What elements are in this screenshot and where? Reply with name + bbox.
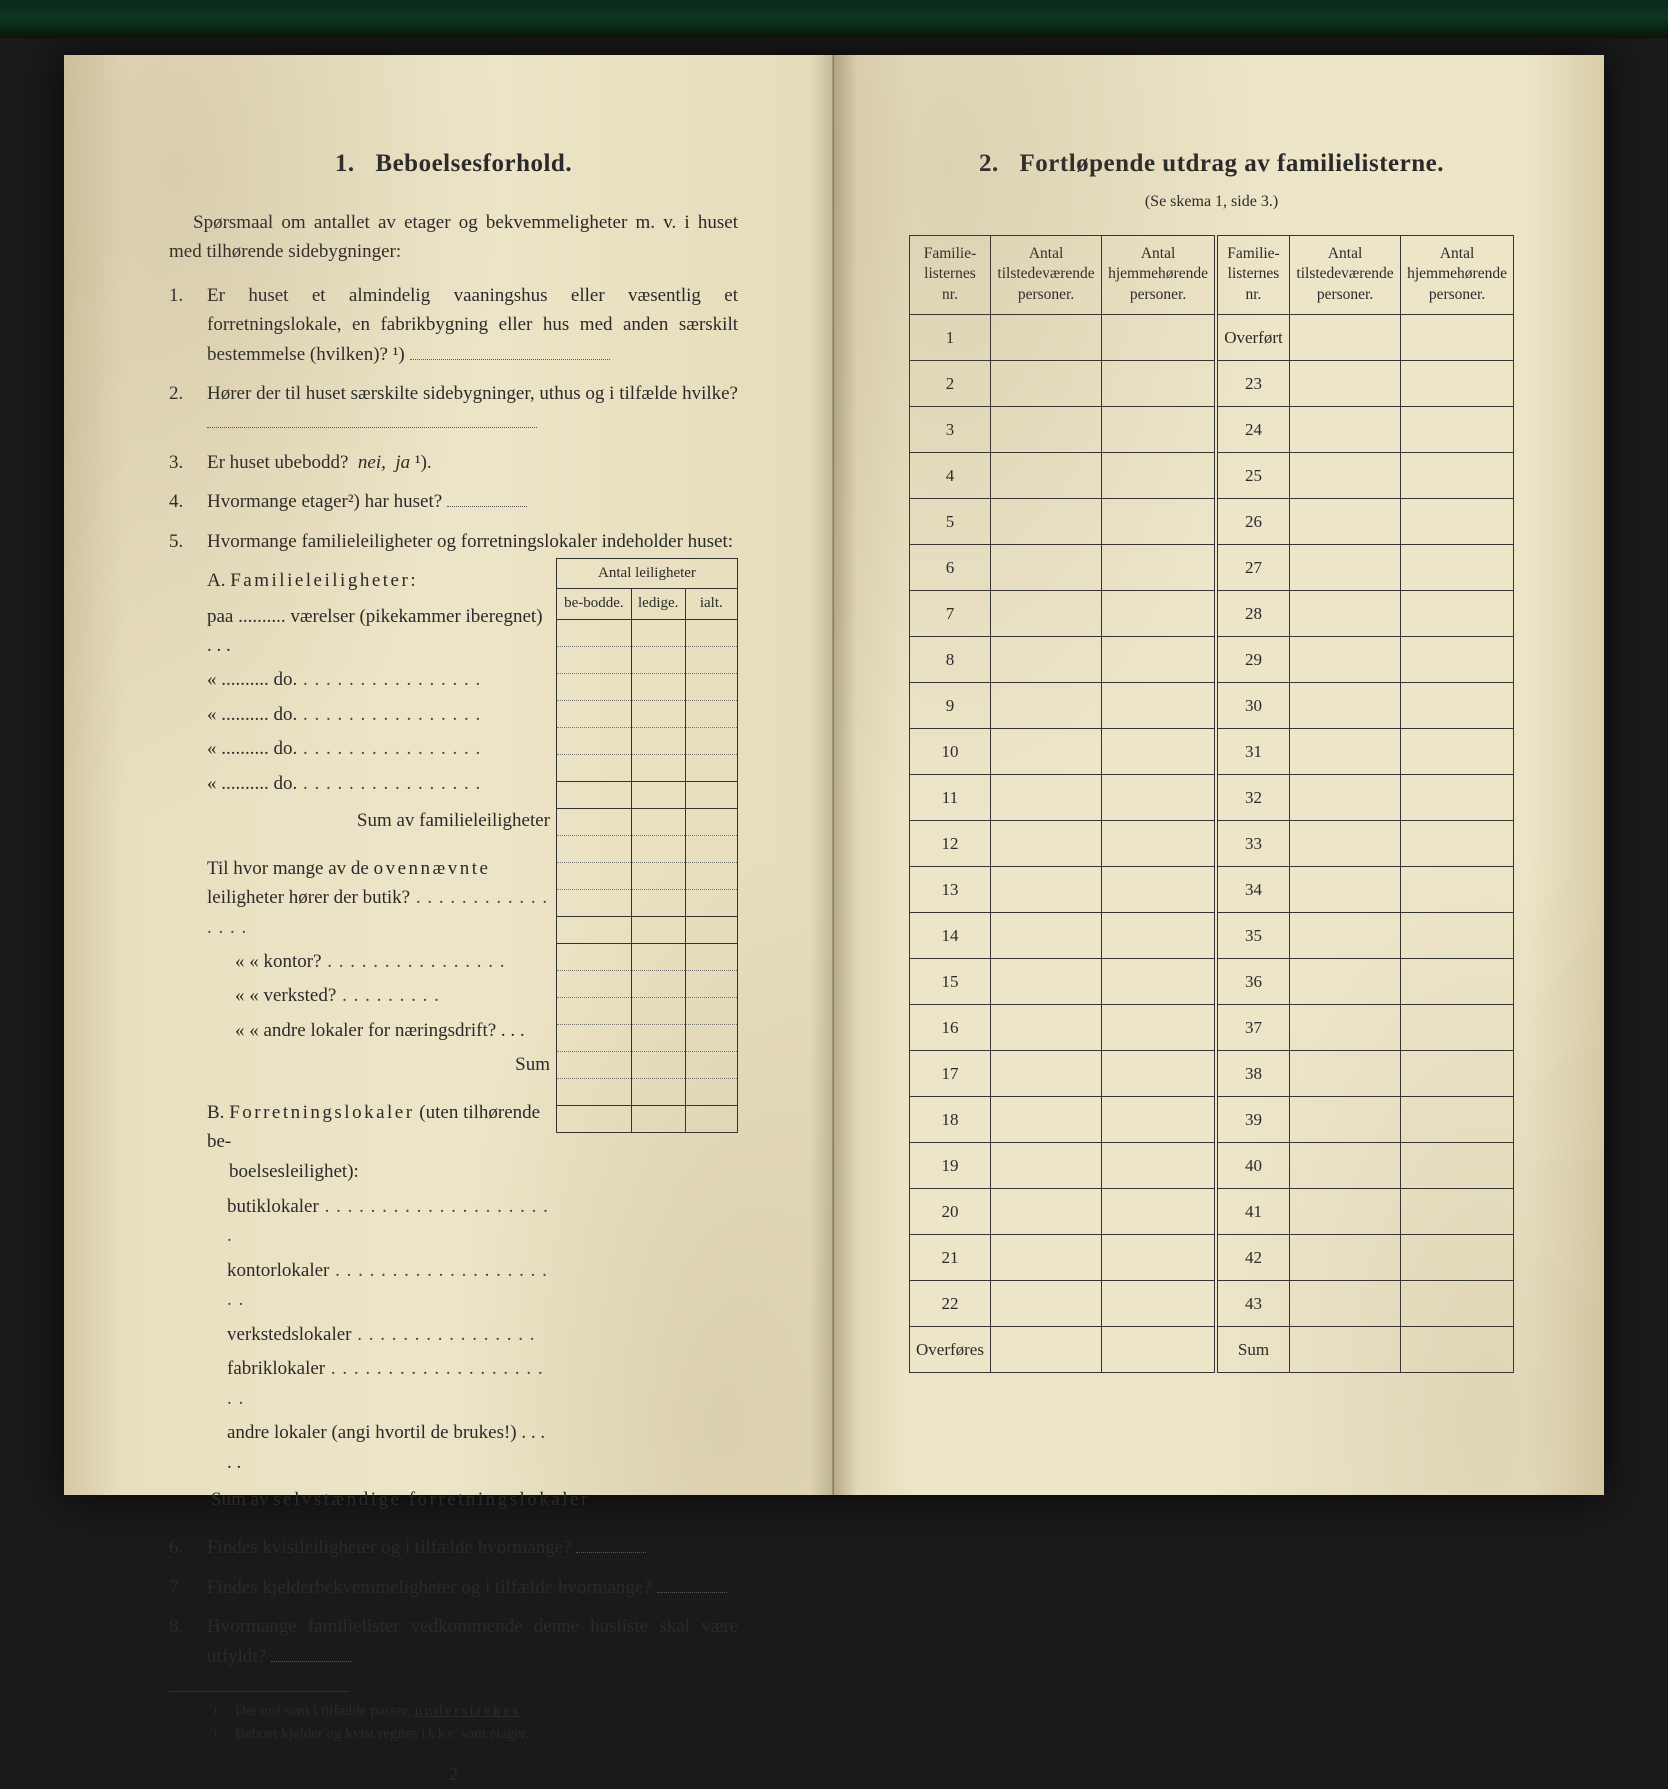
- question-6: 6. Findes kvistleiligheter og i tilfælde…: [169, 1533, 738, 1562]
- table-row: 14 35: [910, 913, 1514, 959]
- section-b: B. Forretningslokaler (uten tilhørende b…: [207, 1098, 738, 1515]
- table-row: 15 36: [910, 959, 1514, 1005]
- left-page: 1. Beboelsesforhold. Spørsmaal om antall…: [64, 55, 834, 1495]
- table-row: 11 32: [910, 775, 1514, 821]
- table-row: 19 40: [910, 1143, 1514, 1189]
- table-row-last: Overføres Sum: [910, 1327, 1514, 1373]
- table-row: 13 34: [910, 867, 1514, 913]
- col-5: Antal hjemmehørende personer.: [1401, 235, 1514, 315]
- question-2: 2. Hører der til huset særskilte sidebyg…: [169, 379, 738, 438]
- question-8: 8. Hvormange familielister vedkommende d…: [169, 1612, 738, 1671]
- table-row: 1 Overført: [910, 315, 1514, 361]
- table-row: 2 23: [910, 361, 1514, 407]
- table-row: 8 29: [910, 637, 1514, 683]
- table-row: 7 28: [910, 591, 1514, 637]
- question-1: 1. Er huset et almindelig vaaningshus el…: [169, 281, 738, 369]
- question-3: 3. Er huset ubebodd? nei, ja ¹).: [169, 448, 738, 477]
- table-row: 22 43: [910, 1281, 1514, 1327]
- footnote-rule: [169, 1691, 349, 1692]
- top-film-edge: [0, 0, 1668, 38]
- table-row: 9 30: [910, 683, 1514, 729]
- right-title-num: 2.: [979, 150, 999, 177]
- left-title-text: Beboelsesforhold.: [375, 150, 572, 177]
- sub-section-1: Til hvor mange av de ovennævnte leilighe…: [207, 854, 738, 1080]
- right-title: 2. Fortløpende utdrag av familielisterne…: [909, 145, 1514, 184]
- sum-a: Sum av familieleiligheter: [357, 806, 556, 835]
- col-3: Familie-listernes nr.: [1216, 235, 1289, 315]
- section-a: A. Familieleiligheter: paa .......... væ…: [207, 566, 738, 1514]
- table-row: 3 24: [910, 407, 1514, 453]
- question-5: 5. Hvormange familieleiligheter og forre…: [169, 527, 738, 556]
- col-0: Familie-listernes nr.: [910, 235, 991, 315]
- left-title: 1. Beboelsesforhold.: [169, 145, 738, 184]
- footnotes: ¹)Det ord som i tilfælde passer, underst…: [209, 1700, 738, 1745]
- right-page: 2. Fortløpende utdrag av familielisterne…: [834, 55, 1604, 1495]
- sum-sub1: Sum: [515, 1050, 556, 1079]
- table-row: 5 26: [910, 499, 1514, 545]
- col-4: Antal tilstedeværende personer.: [1289, 235, 1400, 315]
- question-list-2: 6. Findes kvistleiligheter og i tilfælde…: [169, 1533, 738, 1671]
- right-title-text: Fortløpende utdrag av familielisterne.: [1020, 150, 1445, 177]
- question-list: 1. Er huset et almindelig vaaningshus el…: [169, 281, 738, 557]
- table-row: 12 33: [910, 821, 1514, 867]
- question-4: 4. Hvormange etager²) har huset?: [169, 487, 738, 516]
- table-row: 4 25: [910, 453, 1514, 499]
- table-row: 20 41: [910, 1189, 1514, 1235]
- col-2: Antal hjemmehørende personer.: [1102, 235, 1216, 315]
- table-row: 18 39: [910, 1097, 1514, 1143]
- section-a-title: A. Familieleiligheter:: [207, 566, 738, 595]
- page-number: 2: [169, 1761, 738, 1789]
- right-subtitle: (Se skema 1, side 3.): [909, 190, 1514, 215]
- table-row: 16 37: [910, 1005, 1514, 1051]
- left-title-num: 1.: [335, 150, 355, 177]
- table-row: 10 31: [910, 729, 1514, 775]
- family-table: Familie-listernes nr. Antal tilstedevære…: [909, 235, 1514, 1374]
- col-1: Antal tilstedeværende personer.: [990, 235, 1101, 315]
- document-spread: 1. Beboelsesforhold. Spørsmaal om antall…: [64, 55, 1604, 1495]
- intro-text: Spørsmaal om antallet av etager og bekve…: [169, 208, 738, 267]
- table-row: 6 27: [910, 545, 1514, 591]
- question-7: 7. Findes kjelderbekvemmeligheter og i t…: [169, 1573, 738, 1602]
- table-row: 21 42: [910, 1235, 1514, 1281]
- table-row: 17 38: [910, 1051, 1514, 1097]
